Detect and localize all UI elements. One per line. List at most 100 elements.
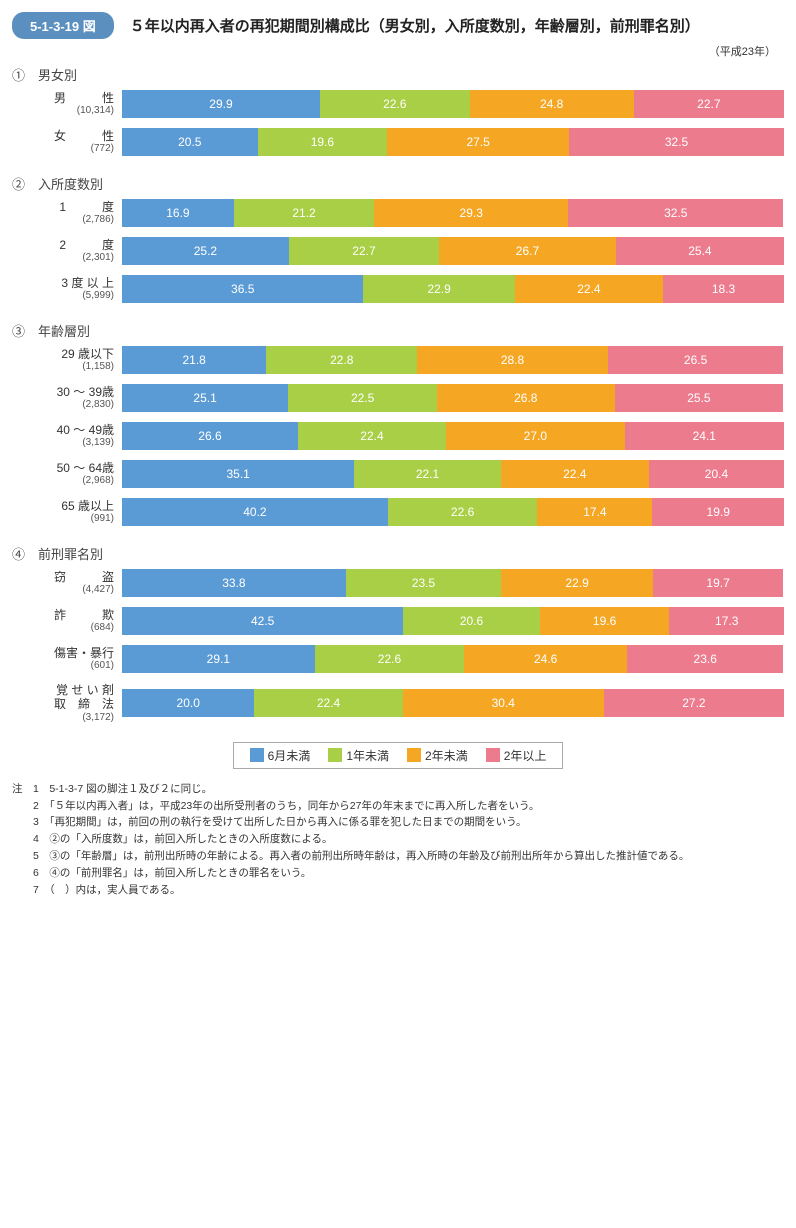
stacked-bar: 25.122.526.825.5 bbox=[122, 384, 784, 412]
year-note: （平成23年） bbox=[12, 43, 784, 59]
row-label-count: (3,139) bbox=[12, 437, 114, 449]
footnote-line: 4 ②の「入所度数」は，前回入所したときの入所度数による。 bbox=[12, 831, 784, 848]
stacked-bar: 20.519.627.532.5 bbox=[122, 128, 784, 156]
bar-segment: 42.5 bbox=[122, 607, 403, 635]
bar-segment: 21.8 bbox=[122, 346, 266, 374]
footnote-line: 7 （ ）内は，実人員である。 bbox=[12, 882, 784, 899]
bar-segment: 19.9 bbox=[652, 498, 784, 526]
bar-segment: 30.4 bbox=[403, 689, 604, 717]
stacked-bar: 36.522.922.418.3 bbox=[122, 275, 784, 303]
bar-row: 40 ～ 49歳(3,139)26.622.427.024.1 bbox=[12, 422, 784, 450]
legend-item-3: 2年未満 bbox=[407, 747, 468, 764]
row-label-main: 女 性 bbox=[12, 129, 114, 143]
bar-segment: 22.8 bbox=[266, 346, 417, 374]
bar-segment: 23.6 bbox=[627, 645, 783, 673]
bar-segment: 22.9 bbox=[501, 569, 653, 597]
row-label: 29 歳以下(1,158) bbox=[12, 347, 122, 373]
legend-label-4: 2年以上 bbox=[504, 747, 547, 764]
stacked-bar: 33.823.522.919.7 bbox=[122, 569, 784, 597]
row-label: 65 歳以上(991) bbox=[12, 499, 122, 525]
row-label: 詐 欺(684) bbox=[12, 608, 122, 634]
bar-segment: 24.6 bbox=[464, 645, 627, 673]
footnotes: 注 1 5-1-3-7 図の脚注１及び２に同じ。 2 「５年以内再入者」は，平成… bbox=[12, 781, 784, 899]
chart-section: ③ 年齢層別29 歳以下(1,158)21.822.828.826.530 ～ … bbox=[12, 321, 784, 526]
footnote-line: 3 「再犯期間」は，前回の刑の執行を受けて出所した日から再入に係る罪を犯した日ま… bbox=[12, 814, 784, 831]
legend-label-3: 2年未満 bbox=[425, 747, 468, 764]
figure-tag: 5-1-3-19 図 bbox=[12, 12, 114, 39]
bar-segment: 20.6 bbox=[403, 607, 539, 635]
row-label-main: 29 歳以下 bbox=[12, 347, 114, 361]
bar-segment: 24.1 bbox=[625, 422, 784, 450]
row-label: 2 度(2,301) bbox=[12, 238, 122, 264]
bar-segment: 27.2 bbox=[604, 689, 784, 717]
bar-segment: 17.3 bbox=[669, 607, 784, 635]
bar-row: 2 度(2,301)25.222.726.725.4 bbox=[12, 237, 784, 265]
chart-section: ② 入所度数別1 度(2,786)16.921.229.332.52 度(2,3… bbox=[12, 174, 784, 303]
row-label-main: 2 度 bbox=[12, 238, 114, 252]
bar-segment: 17.4 bbox=[537, 498, 652, 526]
bar-segment: 22.6 bbox=[388, 498, 537, 526]
bar-segment: 27.0 bbox=[446, 422, 625, 450]
stacked-bar: 35.122.122.420.4 bbox=[122, 460, 784, 488]
row-label-count: (2,301) bbox=[12, 252, 114, 264]
bar-segment: 32.5 bbox=[568, 199, 783, 227]
bar-segment: 22.4 bbox=[501, 460, 649, 488]
row-label-main: 65 歳以上 bbox=[12, 499, 114, 513]
legend-item-4: 2年以上 bbox=[486, 747, 547, 764]
row-label: 40 ～ 49歳(3,139) bbox=[12, 423, 122, 449]
stacked-bar: 25.222.726.725.4 bbox=[122, 237, 784, 265]
bar-segment: 22.6 bbox=[315, 645, 465, 673]
row-label-count: (3,172) bbox=[12, 712, 114, 724]
bar-segment: 32.5 bbox=[569, 128, 784, 156]
row-label: 3 度 以 上(5,999) bbox=[12, 276, 122, 302]
bar-segment: 26.8 bbox=[437, 384, 614, 412]
row-label-main: 40 ～ 49歳 bbox=[12, 423, 114, 437]
bar-segment: 19.6 bbox=[540, 607, 670, 635]
row-label-count: (2,786) bbox=[12, 214, 114, 226]
bar-segment: 36.5 bbox=[122, 275, 363, 303]
row-label: 1 度(2,786) bbox=[12, 200, 122, 226]
bar-segment: 27.5 bbox=[387, 128, 569, 156]
legend-item-2: 1年未満 bbox=[328, 747, 389, 764]
section-title: ④ 前刑罪名別 bbox=[12, 544, 784, 563]
row-label-main: 3 度 以 上 bbox=[12, 276, 114, 290]
bar-segment: 22.7 bbox=[289, 237, 439, 265]
bar-segment: 18.3 bbox=[663, 275, 784, 303]
row-label: 男 性(10,314) bbox=[12, 91, 122, 117]
footnote-line: 2 「５年以内再入者」は，平成23年の出所受刑者のうち，同年から27年の年末まで… bbox=[12, 798, 784, 815]
chart-section: ① 男女別男 性(10,314)29.922.624.822.7女 性(772)… bbox=[12, 65, 784, 156]
row-label-main: 1 度 bbox=[12, 200, 114, 214]
bar-segment: 35.1 bbox=[122, 460, 354, 488]
row-label-count: (991) bbox=[12, 513, 114, 525]
bar-segment: 33.8 bbox=[122, 569, 346, 597]
stacked-bar: 21.822.828.826.5 bbox=[122, 346, 784, 374]
chart-section: ④ 前刑罪名別窃 盗(4,427)33.823.522.919.7詐 欺(684… bbox=[12, 544, 784, 724]
bar-segment: 19.6 bbox=[258, 128, 388, 156]
bar-segment: 21.2 bbox=[234, 199, 374, 227]
row-label-main: 傷害・暴行 bbox=[12, 646, 114, 660]
bar-segment: 22.9 bbox=[363, 275, 514, 303]
row-label-main: 男 性 bbox=[12, 91, 114, 105]
row-label-main: 50 ～ 64歳 bbox=[12, 461, 114, 475]
bar-segment: 23.5 bbox=[346, 569, 502, 597]
legend-label-1: 6月未満 bbox=[268, 747, 311, 764]
bar-row: 29 歳以下(1,158)21.822.828.826.5 bbox=[12, 346, 784, 374]
row-label: 30 ～ 39歳(2,830) bbox=[12, 385, 122, 411]
row-label-main: 覚 せ い 剤 取 締 法 bbox=[12, 683, 114, 712]
section-title: ② 入所度数別 bbox=[12, 174, 784, 193]
bar-row: 50 ～ 64歳(2,968)35.122.122.420.4 bbox=[12, 460, 784, 488]
bar-segment: 16.9 bbox=[122, 199, 234, 227]
figure-header: 5-1-3-19 図 ５年以内再入者の再犯期間別構成比（男女別，入所度数別，年齢… bbox=[12, 12, 784, 39]
figure-title: ５年以内再入者の再犯期間別構成比（男女別，入所度数別，年齢層別，前刑罪名別） bbox=[130, 15, 700, 36]
legend-label-2: 1年未満 bbox=[346, 747, 389, 764]
bar-segment: 26.6 bbox=[122, 422, 298, 450]
row-label-count: (684) bbox=[12, 622, 114, 634]
row-label-count: (1,158) bbox=[12, 361, 114, 373]
bar-segment: 25.2 bbox=[122, 237, 289, 265]
row-label-main: 30 ～ 39歳 bbox=[12, 385, 114, 399]
row-label: 50 ～ 64歳(2,968) bbox=[12, 461, 122, 487]
stacked-bar: 29.122.624.623.6 bbox=[122, 645, 784, 673]
row-label-count: (4,427) bbox=[12, 584, 114, 596]
bar-segment: 22.5 bbox=[288, 384, 437, 412]
bar-row: 1 度(2,786)16.921.229.332.5 bbox=[12, 199, 784, 227]
